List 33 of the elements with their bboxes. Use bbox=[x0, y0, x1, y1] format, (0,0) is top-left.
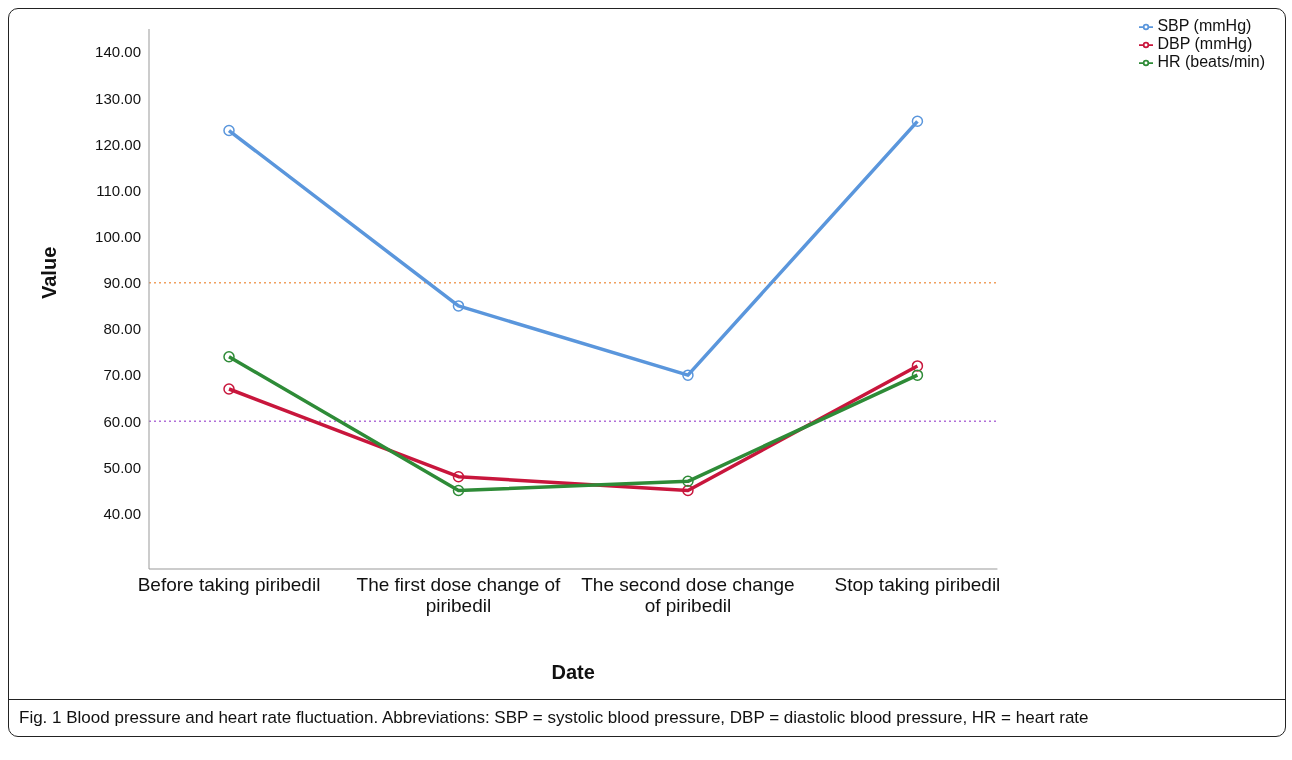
caption: Fig. 1 Blood pressure and heart rate fluctuation. Abbreviations: SBP = systolic blood pressure, DBP = diastolic blood pressure, HR = heart rate bbox=[9, 699, 1285, 736]
x-tick-label: Stop taking piribedil bbox=[834, 574, 1001, 595]
point bbox=[682, 369, 694, 381]
point bbox=[682, 475, 694, 488]
x-tick-label: Before taking piribedil bbox=[137, 574, 321, 595]
y-tick-label: 130.00 bbox=[95, 89, 141, 107]
point bbox=[682, 484, 694, 497]
x-tick-label: The second dose change of piribedil bbox=[581, 574, 795, 616]
y-tick-label: 110.00 bbox=[96, 181, 141, 199]
y-tick-label: 120.00 bbox=[95, 135, 141, 153]
point bbox=[911, 369, 924, 381]
y-tick-label: 70.00 bbox=[103, 366, 141, 384]
y-tick-label: 40.00 bbox=[103, 504, 141, 522]
point bbox=[452, 300, 465, 312]
point bbox=[223, 383, 235, 395]
point bbox=[911, 115, 924, 128]
x-tick-label: The first dose change of piribedil bbox=[356, 574, 562, 616]
point bbox=[911, 360, 924, 372]
legend-label: SBP (mmHg) bbox=[1157, 17, 1252, 34]
y-tick-label: 50.00 bbox=[103, 458, 141, 476]
y-tick-label: 100.00 bbox=[95, 228, 141, 246]
y-tick-label: 60.00 bbox=[103, 412, 141, 430]
point bbox=[452, 484, 465, 497]
y-tick-label: 140.00 bbox=[95, 43, 141, 61]
y-tick-label: 80.00 bbox=[103, 320, 141, 338]
point bbox=[223, 350, 235, 363]
legend-label: DBP (mmHg) bbox=[1157, 35, 1253, 52]
y-tick-label: 90.00 bbox=[103, 274, 141, 292]
y-axis-title: Value bbox=[38, 246, 61, 299]
point bbox=[452, 470, 465, 483]
legend-label: HR (beats/min) bbox=[1157, 53, 1265, 70]
x-axis-title: Date bbox=[551, 661, 595, 683]
point bbox=[223, 124, 235, 137]
